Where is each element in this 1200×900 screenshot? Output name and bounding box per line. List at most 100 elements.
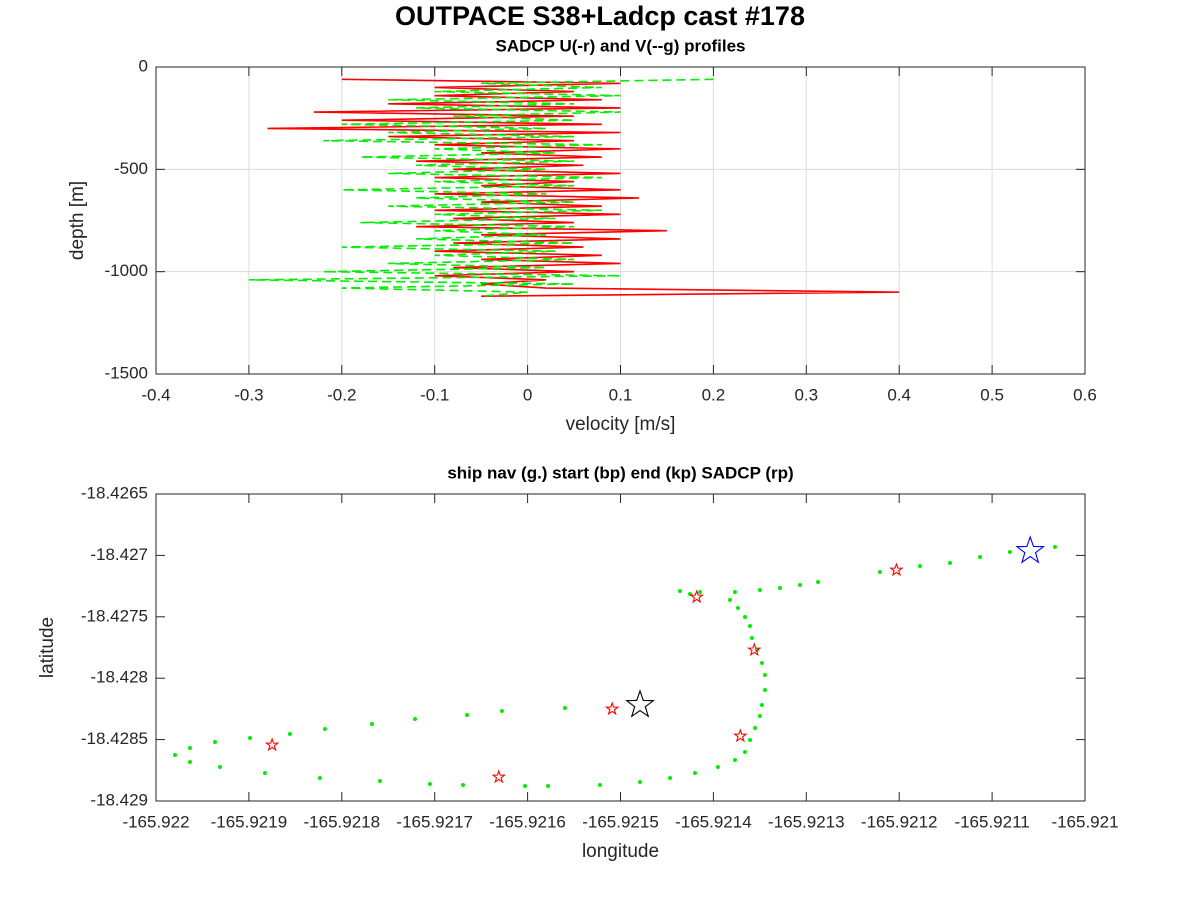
nav-point [322,726,327,731]
nav-point [597,782,602,787]
axes-title: ship nav (g.) start (bp) end (kp) SADCP … [447,463,793,482]
nav-point [978,554,983,559]
nav-point [757,587,762,592]
y-tick-label: -18.429 [90,790,148,809]
figure-title: OUTPACE S38+Ladcp cast #178 [395,1,805,31]
x-tick-label: 0.6 [1073,385,1097,404]
x-tick-label: 0 [523,385,532,404]
nav-point [248,735,253,740]
x-tick-label: 0.5 [980,385,1004,404]
y-tick-label: -500 [114,159,148,178]
nav-point [693,770,698,775]
nav-point [759,702,764,707]
nav-point [762,687,767,692]
nav-point [668,775,673,780]
x-tick-label: -165.9219 [211,812,288,831]
nav-point [759,660,764,665]
x-tick-label: 0.4 [887,385,911,404]
nav-point [677,588,682,593]
nav-point [461,782,466,787]
nav-point [427,781,432,786]
nav-point [715,764,720,769]
x-tick-label: -165.9216 [489,812,566,831]
axes-title: SADCP U(-r) and V(--g) profiles [496,36,746,55]
star-marker [746,642,762,657]
nav-point [1052,545,1057,550]
nav-point [877,570,882,575]
profile-line [267,78,900,298]
star-marker [604,701,620,716]
nav-point [732,589,737,594]
nav-point [749,635,754,640]
star-marker [625,689,655,718]
x-axis-label: velocity [m/s] [566,414,676,435]
nav-point [762,672,767,677]
nav-point [499,708,504,713]
nav-point [562,705,567,710]
x-axis-label: longitude [582,841,659,862]
nav-point [1007,549,1012,554]
nav-point [728,598,733,603]
nav-point [918,563,923,568]
star-marker [733,728,748,743]
profile-line [248,78,714,298]
nav-point [262,770,267,775]
nav-point [753,725,758,730]
nav-point [778,585,783,590]
y-tick-label: -18.4265 [81,483,148,502]
x-tick-label: -165.9215 [582,812,659,831]
nav-point [736,605,741,610]
nav-point [757,713,762,718]
x-tick-label: -165.9211 [954,812,1029,831]
nav-point [546,783,551,788]
x-tick-label: -0.2 [327,385,356,404]
nav-point [188,759,193,764]
nav-point [212,739,217,744]
nav-point [377,778,382,783]
y-tick-label: -18.4275 [81,606,148,625]
y-tick-label: -18.427 [90,545,148,564]
y-tick-label: -18.4285 [81,729,148,748]
star-marker [889,562,904,577]
nav-point [188,745,193,750]
nav-point [173,752,178,757]
x-tick-label: -0.1 [420,385,449,404]
x-tick-label: -165.9213 [768,812,845,831]
nav-point [465,712,470,717]
y-tick-label: -18.428 [90,668,148,687]
nav-point [218,764,223,769]
nav-point [698,589,703,594]
star-marker [264,737,280,752]
x-tick-label: -165.9217 [396,812,473,831]
x-tick-label: -0.3 [234,385,263,404]
y-axis-label: depth [m] [67,181,88,260]
nav-point [522,783,527,788]
x-tick-label: 0.1 [609,385,633,404]
nav-point [742,614,747,619]
axes-background [156,494,1085,801]
axes-frame [155,66,1086,375]
nav-point [317,775,322,780]
nav-point [948,561,953,566]
nav-point [287,731,292,736]
x-tick-label: -165.9218 [304,812,381,831]
star-marker [689,589,704,604]
star-marker [491,769,507,784]
x-tick-label: 0.3 [794,385,818,404]
nav-point [369,721,374,726]
nav-point [748,623,753,628]
x-tick-label: -165.922 [122,812,189,831]
x-tick-label: -165.9212 [861,812,938,831]
nav-point [638,779,643,784]
star-marker [1015,535,1046,564]
y-tick-label: -1000 [105,261,148,280]
y-axis-label: latitude [37,617,58,678]
nav-point [413,716,418,721]
nav-point [816,579,821,584]
y-tick-label: 0 [139,56,148,75]
x-tick-label: -165.921 [1051,812,1118,831]
nav-point [732,757,737,762]
nav-point [748,737,753,742]
y-tick-label: -1500 [105,363,148,382]
